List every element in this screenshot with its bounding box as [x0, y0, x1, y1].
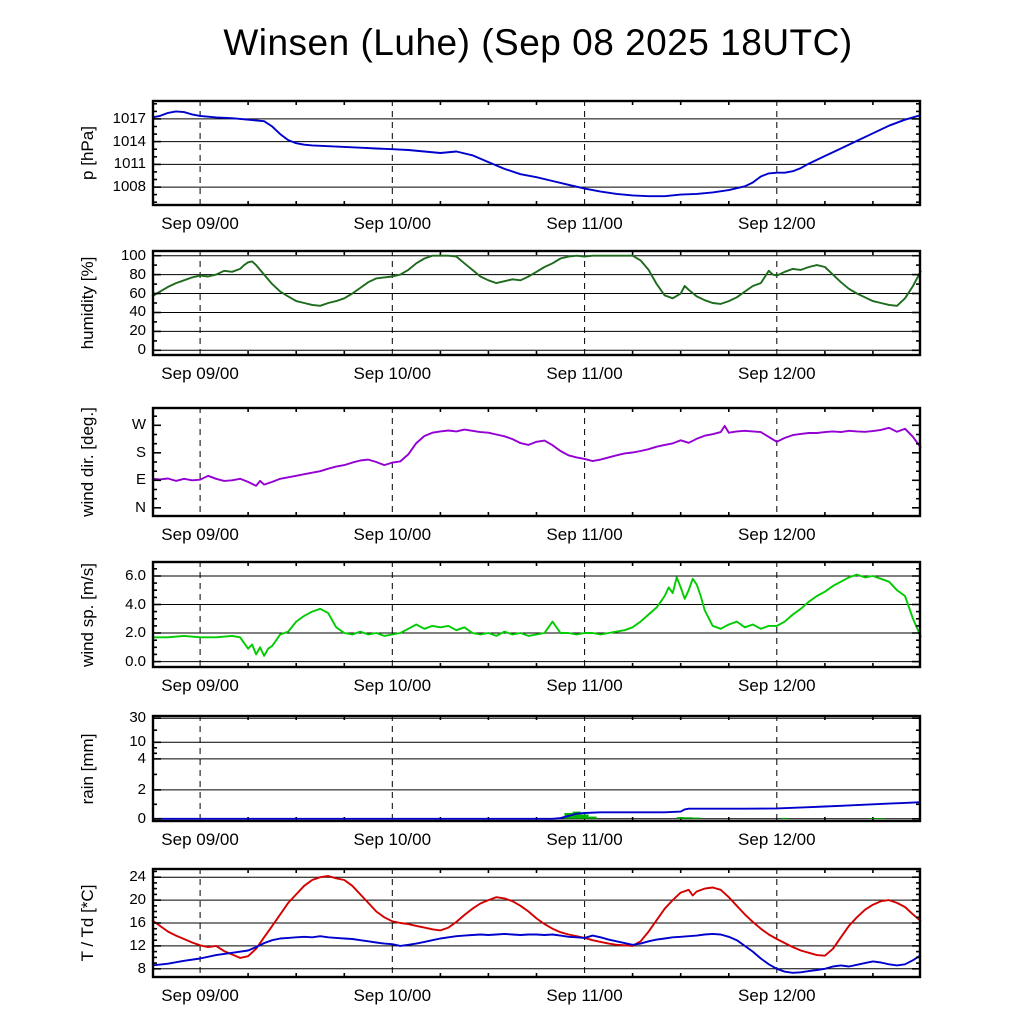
y-tick-label: 100 — [120, 246, 146, 264]
rain-bars — [692, 817, 701, 819]
y-tick-label: 1008 — [112, 178, 146, 196]
temperature-axis-label: T / Td [*C] — [78, 884, 97, 962]
chart-title: Winsen (Luhe) (Sep 08 2025 18UTC) — [223, 22, 853, 63]
wind-speed-plot — [151, 560, 922, 669]
y-tick-label: N — [135, 498, 146, 516]
y-tick-label: 2.0 — [125, 624, 146, 642]
plot-frame — [151, 867, 922, 979]
y-tick-label: 80 — [129, 265, 146, 283]
humidity-line — [151, 254, 922, 307]
panel-humidity: humidity [%] 0 20 40 60 80 100 Sep 09/00 Sep 1… — [0, 246, 1024, 400]
wind-direction-plot — [151, 406, 922, 518]
y-tick-label: 16 — [129, 914, 146, 931]
plot-frame — [151, 406, 922, 518]
temperature-x-tick-labels: Sep 09/00 Sep 10/00 Sep 11/00 Sep 12/00 — [152, 986, 921, 1010]
humidity-plot — [151, 249, 922, 357]
y-tick-label: 8 — [137, 959, 146, 977]
wind-direction-x-tick-labels: Sep 09/00 Sep 10/00 Sep 11/00 Sep 12/00 — [152, 525, 921, 549]
wind-speed-line — [152, 573, 922, 657]
x-tick-label: Sep 10/00 — [353, 214, 432, 233]
y-tick-label: 10 — [129, 733, 146, 751]
rain-bars — [676, 817, 685, 819]
y-tick-label: 20 — [129, 322, 146, 340]
y-tick-label: 60 — [129, 284, 146, 302]
x-tick-label: Sep 09/00 — [161, 214, 239, 233]
plot-frame — [151, 714, 922, 823]
panel-temperature: T / Td [*C] 8 12 16 20 24 Sep 09/00 Sep 10/00… — [0, 867, 1024, 1018]
y-tick-label: 12 — [129, 936, 146, 954]
rain-bars — [580, 814, 589, 819]
panel-rain: rain [mm] 0 2 4 10 30 Sep 09/00 Sep 10/00 Sep … — [0, 709, 1024, 865]
pressure-line — [151, 110, 922, 198]
x-tick-label: Sep 12/00 — [738, 986, 816, 1005]
rain-plot — [151, 714, 922, 823]
temperature-plot — [151, 867, 922, 979]
wind-speed-x-tick-labels: Sep 09/00 Sep 10/00 Sep 11/00 Sep 12/00 — [152, 676, 921, 700]
pressure-plot — [151, 99, 922, 207]
wind-direction-line — [151, 424, 922, 487]
x-tick-label: Sep 10/00 — [353, 676, 432, 695]
x-tick-label: Sep 11/00 — [546, 214, 623, 233]
panel-pressure: p [hPa] 1008 1011 1014 1017 Sep 09/00 Sep 10… — [0, 99, 1024, 250]
y-tick-label: 24 — [129, 868, 146, 886]
y-tick-label: W — [131, 416, 146, 434]
y-tick-label: E — [135, 471, 146, 489]
x-tick-label: Sep 12/00 — [738, 214, 816, 233]
x-tick-label: Sep 10/00 — [353, 525, 432, 544]
x-tick-label: Sep 09/00 — [161, 830, 239, 849]
y-tick-label: S — [135, 443, 146, 461]
humidity-axis-label: humidity [%] — [78, 256, 97, 350]
x-tick-label: Sep 11/00 — [546, 364, 623, 383]
rain-bars — [588, 816, 597, 819]
x-tick-label: Sep 12/00 — [738, 364, 816, 383]
y-tick-label: 4 — [137, 749, 146, 767]
x-tick-label: Sep 12/00 — [738, 525, 816, 544]
rain-bars — [780, 817, 789, 819]
x-tick-label: Sep 12/00 — [738, 830, 816, 849]
pressure-x-tick-labels: Sep 09/00 Sep 10/00 Sep 11/00 Sep 12/00 — [152, 214, 921, 238]
rain-accumulated-line — [152, 801, 922, 820]
y-tick-label: 4.0 — [125, 595, 146, 613]
wind-speed-axis-label: wind sp. [m/s] — [78, 562, 97, 667]
y-tick-label: 20 — [129, 891, 146, 909]
rain-bars — [868, 818, 877, 819]
rain-x-tick-labels: Sep 09/00 Sep 10/00 Sep 11/00 Sep 12/00 — [152, 830, 921, 854]
y-tick-label: 0 — [137, 809, 146, 827]
rain-bars — [572, 811, 581, 819]
x-tick-label: Sep 09/00 — [161, 364, 239, 383]
temperature-line — [151, 875, 922, 959]
x-tick-label: Sep 11/00 — [546, 525, 623, 544]
x-tick-label: Sep 10/00 — [353, 986, 432, 1005]
plot-frame — [151, 560, 922, 669]
x-tick-label: Sep 09/00 — [161, 986, 239, 1005]
x-tick-label: Sep 12/00 — [738, 676, 816, 695]
x-tick-label: Sep 10/00 — [353, 364, 432, 383]
y-tick-label: 30 — [129, 709, 146, 727]
y-tick-label: 2 — [137, 780, 146, 798]
y-tick-label: 1017 — [112, 109, 146, 127]
y-tick-label: 0 — [137, 341, 146, 359]
x-tick-label: Sep 09/00 — [161, 525, 239, 544]
pressure-axis-label: p [hPa] — [78, 126, 97, 180]
x-tick-label: Sep 10/00 — [353, 830, 432, 849]
x-tick-label: Sep 11/00 — [546, 830, 623, 849]
y-tick-label: 6.0 — [125, 566, 146, 584]
rain-bars — [876, 818, 885, 819]
y-tick-label: 0.0 — [125, 652, 146, 670]
x-tick-label: Sep 11/00 — [546, 986, 623, 1005]
plot-frame — [151, 249, 922, 357]
rain-bars — [684, 817, 693, 819]
rain-axis-label: rain [mm] — [78, 733, 97, 804]
y-tick-label: 1014 — [112, 132, 146, 150]
dewpoint-line — [151, 932, 922, 974]
x-tick-label: Sep 11/00 — [546, 676, 623, 695]
humidity-x-tick-labels: Sep 09/00 Sep 10/00 Sep 11/00 Sep 12/00 — [152, 364, 921, 388]
wind-direction-axis-label: wind dir. [deg.] — [78, 407, 97, 517]
panel-wind-speed: wind sp. [m/s] 0.0 2.0 4.0 6.0 Sep 09/00 Sep… — [0, 560, 1024, 711]
plot-frame — [151, 99, 922, 207]
x-tick-label: Sep 09/00 — [161, 676, 239, 695]
y-tick-label: 40 — [129, 303, 146, 321]
y-tick-label: 1011 — [113, 155, 146, 173]
